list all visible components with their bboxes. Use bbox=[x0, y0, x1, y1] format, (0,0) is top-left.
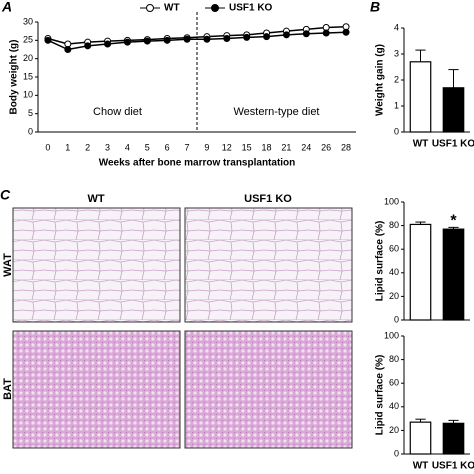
y-axis-label: Lipid surface (%) bbox=[375, 355, 386, 436]
bar bbox=[442, 228, 465, 321]
row-label: BAT bbox=[2, 378, 14, 400]
histology-image bbox=[184, 330, 353, 449]
histology-image bbox=[12, 207, 181, 323]
row-label: WAT bbox=[2, 253, 14, 277]
legend-label: WT bbox=[164, 3, 180, 14]
y-tick-label: 100 bbox=[384, 330, 399, 340]
point bbox=[84, 42, 92, 50]
annotation: Chow diet bbox=[93, 106, 142, 118]
y-tick-label: 20 bbox=[389, 291, 399, 301]
x-tick-label: 12 bbox=[222, 142, 232, 152]
y-tick-label: 2 bbox=[394, 74, 399, 84]
y-tick-label: 30 bbox=[23, 16, 33, 26]
y-tick-label: 80 bbox=[389, 354, 399, 364]
y-tick-label: 80 bbox=[389, 220, 399, 230]
x-tick-label: 18 bbox=[262, 142, 272, 152]
x-tick-label: USF1 KO bbox=[432, 139, 474, 150]
column-label: USF1 KO bbox=[244, 193, 292, 205]
x-tick-label: 2 bbox=[85, 142, 90, 152]
point bbox=[203, 35, 211, 43]
y-tick-label: 10 bbox=[23, 90, 33, 100]
legend-label: USF1 KO bbox=[229, 3, 273, 14]
y-tick-label: 1 bbox=[394, 100, 399, 110]
histology-image bbox=[184, 207, 353, 323]
bar bbox=[442, 87, 465, 133]
x-tick-label: USF1 KO bbox=[432, 461, 474, 472]
point bbox=[64, 46, 72, 53]
legend-marker bbox=[211, 4, 219, 12]
x-tick-label: WT bbox=[413, 461, 429, 472]
x-axis-label: Weeks after bone marrow transplantation bbox=[99, 158, 296, 169]
x-tick-label: 0 bbox=[45, 142, 50, 152]
y-tick-label: 5 bbox=[28, 108, 33, 118]
bar bbox=[409, 421, 432, 455]
point bbox=[322, 29, 330, 37]
y-tick-label: 0 bbox=[28, 126, 33, 136]
y-tick-label: 4 bbox=[394, 22, 399, 32]
x-tick-label: 5 bbox=[145, 142, 150, 152]
x-tick-label: 28 bbox=[341, 142, 351, 152]
panel-label: A bbox=[1, 0, 12, 15]
y-tick-label: 60 bbox=[389, 244, 399, 254]
y-tick-label: 40 bbox=[389, 401, 399, 411]
point bbox=[44, 36, 52, 44]
point bbox=[143, 37, 151, 45]
x-tick-label: 26 bbox=[321, 142, 331, 152]
point bbox=[302, 30, 310, 38]
bar bbox=[409, 223, 432, 321]
panel-label: B bbox=[370, 0, 380, 15]
annotation: Western-type diet bbox=[233, 106, 319, 118]
y-tick-label: 0 bbox=[394, 126, 399, 136]
y-tick-label: 25 bbox=[23, 35, 33, 45]
y-tick-label: 60 bbox=[389, 378, 399, 388]
y-tick-label: 20 bbox=[23, 53, 33, 63]
x-tick-label: 21 bbox=[281, 142, 291, 152]
y-tick-label: 40 bbox=[389, 267, 399, 277]
bar bbox=[442, 422, 465, 455]
y-tick-label: 20 bbox=[389, 425, 399, 435]
y-axis-label: Lipid surface (%) bbox=[375, 221, 386, 302]
significance: * bbox=[450, 213, 457, 230]
point bbox=[282, 31, 290, 39]
y-tick-label: 3 bbox=[394, 48, 399, 58]
x-tick-label: 7 bbox=[185, 142, 190, 152]
point bbox=[123, 38, 131, 46]
point bbox=[263, 33, 271, 41]
y-tick-label: 0 bbox=[394, 448, 399, 458]
x-tick-label: 1 bbox=[65, 142, 70, 152]
x-tick-label: WT bbox=[413, 139, 429, 150]
bar bbox=[409, 61, 432, 133]
x-tick-label: 4 bbox=[125, 142, 130, 152]
series-line bbox=[47, 31, 347, 51]
point bbox=[243, 33, 251, 41]
y-tick-label: 15 bbox=[23, 71, 33, 81]
x-tick-label: 6 bbox=[165, 142, 170, 152]
point bbox=[163, 36, 171, 44]
y-axis-label: Body weight (g) bbox=[9, 40, 20, 115]
histology-image bbox=[12, 330, 181, 449]
y-tick-label: 100 bbox=[384, 196, 399, 206]
panel-label: C bbox=[0, 187, 11, 203]
point bbox=[223, 35, 231, 42]
legend-marker bbox=[146, 4, 154, 12]
series-line bbox=[47, 26, 347, 45]
y-axis-label: Weight gain (g) bbox=[375, 44, 386, 116]
column-label: WT bbox=[87, 193, 104, 205]
x-tick-label: 9 bbox=[204, 142, 209, 152]
point bbox=[183, 35, 191, 43]
x-tick-label: 3 bbox=[105, 142, 110, 152]
point bbox=[342, 28, 350, 36]
point bbox=[104, 40, 112, 48]
x-tick-label: 15 bbox=[242, 142, 252, 152]
y-tick-label: 0 bbox=[394, 314, 399, 324]
x-tick-label: 24 bbox=[301, 142, 311, 152]
